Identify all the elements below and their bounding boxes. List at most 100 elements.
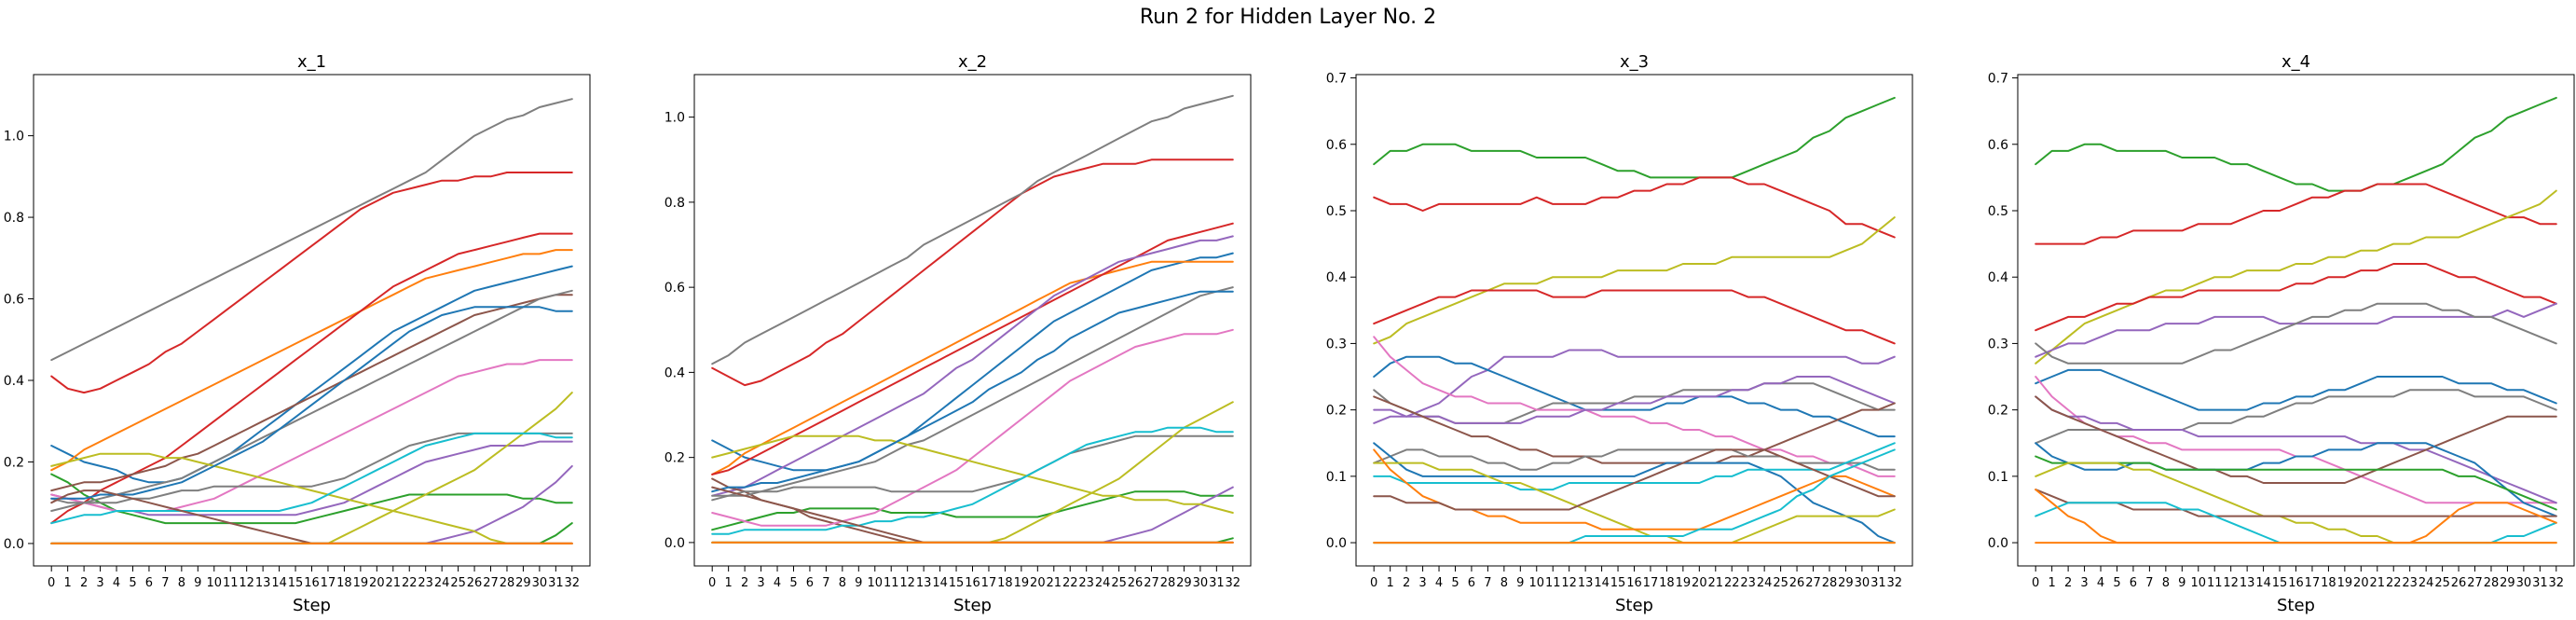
y-tick-label: 0.4 (665, 365, 685, 380)
series-line-s15 (2035, 489, 2557, 517)
x-tick-label: 4 (1435, 576, 1443, 590)
x-tick-label: 18 (2321, 576, 2336, 590)
series-line-s10 (711, 94, 1234, 365)
series-line-s10 (2035, 395, 2557, 504)
x-tick-label: 4 (113, 576, 120, 590)
series-line-s11 (711, 434, 1234, 502)
x-tick-label: 17 (2305, 576, 2321, 590)
x-tick-label: 6 (1468, 576, 1475, 590)
series-line-s1 (2035, 96, 2557, 192)
series-line-s3 (1373, 216, 1896, 345)
y-tick-label: 0.3 (1326, 337, 1347, 351)
x-tick-label: 25 (450, 576, 466, 590)
x-tick-label: 18 (336, 576, 352, 590)
x-tick-label: 20 (1030, 576, 1046, 590)
series-line-s2 (711, 260, 1234, 475)
x-tick-label: 8 (839, 576, 846, 590)
x-tick-label: 0 (1370, 576, 1377, 590)
x-tick-label: 15 (1610, 576, 1626, 590)
series-line-s4 (50, 172, 573, 394)
y-tick-label: 0.3 (1988, 337, 2008, 351)
x-tick-label: 21 (1708, 576, 1724, 590)
x-tick-label: 13 (255, 576, 271, 590)
series-line-s9 (2035, 376, 2557, 504)
y-tick-label: 0.0 (1988, 536, 2008, 551)
subplot-x2: 0.00.20.40.60.81.00 1 2 3 4 5 6 7 8 9 10 11 12 13 14 15… (665, 52, 1252, 615)
x-tick-label: 29 (515, 576, 531, 590)
series-line-s10 (1373, 395, 1896, 464)
series-line-s12 (50, 432, 573, 504)
y-tick-label: 0.5 (1326, 204, 1347, 219)
x-tick-label: 26 (1128, 576, 1144, 590)
plot-frame (2017, 74, 2575, 567)
x-tick-label: 30 (1855, 576, 1870, 590)
y-tick-label: 1.0 (4, 130, 24, 145)
x-tick-label: 29 (1176, 576, 1192, 590)
series-line-s5 (50, 232, 573, 525)
x-tick-label: 27 (2467, 576, 2483, 590)
series-line-s15 (711, 426, 1234, 535)
x-tick-label: 1 (1387, 576, 1394, 590)
y-tick-label: 0.0 (1326, 536, 1347, 551)
series-line-s14 (1373, 462, 1896, 544)
x-tick-label: 14 (1594, 576, 1610, 590)
x-tick-label: 2 (80, 576, 88, 590)
x-tick-label: 25 (1111, 576, 1127, 590)
x-tick-label: 25 (1773, 576, 1788, 590)
x-tick-label: 16 (304, 576, 320, 590)
series-line-s17 (50, 306, 573, 500)
x-tick-label: 27 (1805, 576, 1821, 590)
x-tick-label: 23 (1740, 576, 1756, 590)
x-tick-label: 12 (239, 576, 254, 590)
series-line-s3 (50, 473, 573, 525)
series-line-s1 (711, 252, 1234, 472)
x-tick-label: 18 (997, 576, 1013, 590)
x-tick-label: 21 (2370, 576, 2386, 590)
x-tick-label: 29 (1838, 576, 1854, 590)
x-tick-label: 11 (1545, 576, 1561, 590)
series-line-s6 (1373, 355, 1896, 438)
x-tick-label: 31 (2532, 576, 2548, 590)
y-tick-label: 0.6 (1988, 138, 2008, 153)
series-line-s5 (711, 222, 1234, 475)
series-line-s12 (1373, 442, 1896, 544)
x-tick-label: 31 (1209, 576, 1225, 590)
x-tick-label: 31 (548, 576, 564, 590)
x-tick-label: 17 (1643, 576, 1659, 590)
x-tick-label: 16 (2288, 576, 2304, 590)
x-tick-label: 22 (402, 576, 418, 590)
x-tick-label: 16 (1626, 576, 1642, 590)
x-tick-label: 15 (949, 576, 965, 590)
x-tick-label: 32 (2549, 576, 2565, 590)
x-tick-label: 32 (565, 576, 581, 590)
x-tick-label: 11 (223, 576, 239, 590)
series-line-s8 (1373, 336, 1896, 477)
series-line-s2 (50, 249, 573, 472)
x-tick-label: 10 (1528, 576, 1544, 590)
x-tick-label: 26 (2451, 576, 2467, 590)
x-tick-label: 2 (2064, 576, 2072, 590)
x-tick-label: 17 (321, 576, 336, 590)
series-line-s7 (711, 486, 1234, 544)
series-line-s11 (50, 98, 573, 362)
x-tick-label: 5 (789, 576, 797, 590)
series-line-s12 (2035, 442, 2557, 517)
series-line-s6 (2035, 302, 2557, 365)
x-tick-label: 12 (1561, 576, 1577, 590)
plot-frame (1355, 74, 1913, 567)
x-tick-label: 30 (532, 576, 548, 590)
x-tick-label: 18 (1659, 576, 1675, 590)
series-line-s13 (2035, 455, 2557, 511)
x-tick-label: 9 (1516, 576, 1524, 590)
x-tick-label: 8 (2162, 576, 2170, 590)
x-tick-label: 23 (418, 576, 433, 590)
series-line-s6 (711, 235, 1234, 497)
y-tick-label: 0.2 (4, 455, 24, 470)
x-tick-label: 1 (725, 576, 733, 590)
x-tick-label: 2 (741, 576, 748, 590)
series-group (2035, 96, 2557, 544)
x-tick-label: 23 (2402, 576, 2418, 590)
x-tick-label: 16 (965, 576, 980, 590)
x-tick-label: 9 (2178, 576, 2185, 590)
